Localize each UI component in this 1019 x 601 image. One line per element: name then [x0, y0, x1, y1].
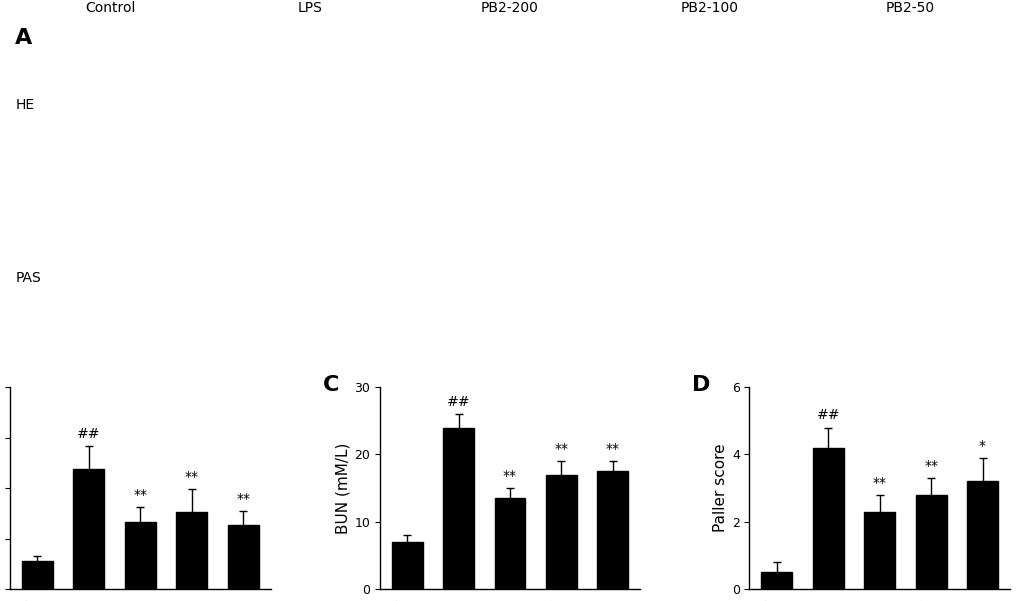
Bar: [176, 512, 207, 589]
Text: **: **: [236, 492, 250, 505]
Text: ##: ##: [77, 427, 101, 441]
Text: PAS: PAS: [15, 272, 41, 285]
Text: **: **: [184, 470, 199, 484]
Text: ##: ##: [446, 395, 470, 409]
Bar: [863, 511, 895, 589]
Bar: [597, 471, 628, 589]
Text: **: **: [872, 476, 886, 490]
Bar: [442, 427, 474, 589]
Bar: [391, 542, 422, 589]
Text: **: **: [923, 459, 937, 473]
Text: *: *: [978, 439, 985, 453]
Bar: [494, 498, 525, 589]
Text: D: D: [692, 375, 710, 395]
Text: LPS: LPS: [298, 1, 322, 14]
Text: PB2-100: PB2-100: [681, 1, 738, 14]
Text: PB2-200: PB2-200: [481, 1, 538, 14]
Bar: [760, 572, 792, 589]
Y-axis label: Paller score: Paller score: [712, 444, 727, 532]
Text: Control: Control: [85, 1, 136, 14]
Bar: [124, 522, 156, 589]
Bar: [915, 495, 946, 589]
Text: **: **: [605, 442, 620, 456]
Bar: [22, 561, 53, 589]
Y-axis label: BUN (mM/L): BUN (mM/L): [335, 442, 350, 534]
Text: **: **: [133, 488, 147, 502]
Bar: [966, 481, 997, 589]
Text: C: C: [322, 375, 338, 395]
Bar: [227, 525, 259, 589]
Text: A: A: [15, 28, 33, 49]
Text: **: **: [502, 469, 517, 483]
Bar: [812, 448, 843, 589]
Text: PB2-50: PB2-50: [884, 1, 933, 14]
Text: ##: ##: [815, 409, 839, 423]
Bar: [545, 475, 577, 589]
Text: **: **: [554, 442, 568, 456]
Bar: [73, 469, 104, 589]
Text: HE: HE: [15, 98, 35, 112]
